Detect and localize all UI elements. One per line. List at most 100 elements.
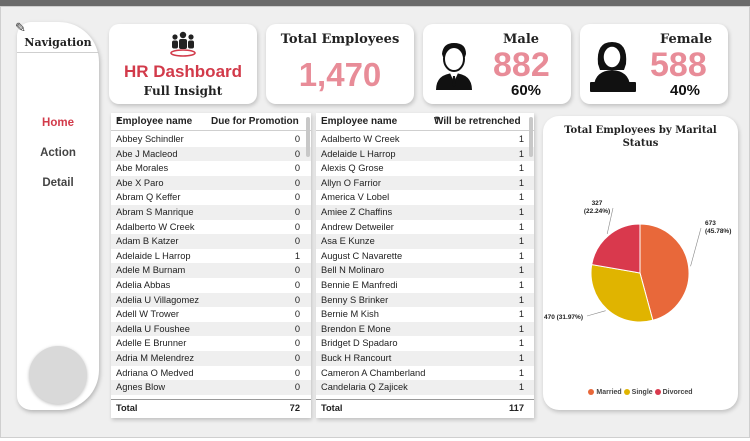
table-row[interactable]: Adalberto W Creek 1 [316, 132, 534, 147]
marital-status-pie-chart: 673 (45.78%) 470 (31.97%) 327 (22.24%) [544, 200, 731, 323]
cell-value: 1 [518, 338, 524, 349]
cell-value: 1 [518, 382, 524, 393]
table-row[interactable]: Abe X Paro 0 [111, 175, 311, 191]
cell-value: 1 [518, 265, 524, 276]
table-row[interactable]: Bennie E Manfredi 1 [316, 278, 534, 293]
table-row[interactable]: Adelia Abbas 0 [111, 278, 311, 293]
male-avatar-icon [436, 43, 472, 90]
cell-employee-name: Adria M Melendrez [116, 352, 195, 363]
cell-employee-name: Abram S Manrique [116, 206, 194, 217]
table-row[interactable]: Adele M Burnam 0 [111, 263, 311, 278]
navigation-title: Navigation [24, 36, 92, 49]
cell-employee-name: Alexis Q Grose [321, 163, 384, 174]
nav-item-home[interactable]: Home [42, 117, 74, 129]
brand-title: HR Dashboard [123, 62, 243, 81]
legend-dot-married [588, 389, 595, 395]
brand-subtitle: Full Insight [143, 84, 223, 98]
cell-value: 0 [294, 382, 300, 393]
cell-employee-name: Adam B Katzer [116, 236, 179, 247]
table-row[interactable]: Adam B Katzer 0 [111, 234, 311, 249]
table-row[interactable]: Adriana O Medved 0 [111, 366, 311, 381]
cell-value: 0 [294, 134, 300, 144]
cell-employee-name: Abe J Macleod [116, 148, 178, 159]
table-row[interactable]: Abram Q Keffer 0 [111, 190, 311, 205]
table-row[interactable]: Buck H Rancourt 1 [316, 350, 534, 366]
table-row[interactable]: Bell N Molinaro 1 [316, 263, 534, 278]
promotion-col-due[interactable]: Due for Promotion [211, 116, 299, 127]
table-row[interactable]: Abram S Manrique 0 [111, 204, 311, 220]
brand-card: HR Dashboard Full Insight [109, 24, 257, 104]
pie-slice-single[interactable] [590, 263, 654, 323]
table-row[interactable]: Andrew Detweiler 1 [316, 220, 534, 235]
pie-slice-divorced[interactable] [591, 223, 641, 274]
table-row[interactable]: Candelaria Q Zajicek 1 [316, 380, 534, 395]
table-row[interactable]: Abbey Schindler 0 [111, 132, 311, 147]
legend-dot-single [623, 389, 630, 395]
female-value: 588 [650, 46, 707, 84]
table-row[interactable]: Amiee Z Chaffins 1 [316, 204, 534, 220]
male-card: Male 882 60% [423, 24, 571, 104]
cell-value: 1 [518, 221, 524, 232]
promotion-table-scrollbar[interactable] [306, 117, 310, 157]
promotion-total-label: Total [116, 403, 138, 413]
table-row[interactable]: America V Lobel 1 [316, 190, 534, 205]
cell-value: 1 [518, 206, 524, 217]
table-row[interactable]: Alexis Q Grose 1 [316, 161, 534, 176]
table-row[interactable]: Abe J Macleod 0 [111, 146, 311, 162]
table-row[interactable]: Adelle E Brunner 0 [111, 336, 311, 351]
retrench-table-scrollbar[interactable] [529, 117, 533, 157]
cell-employee-name: America V Lobel [321, 192, 390, 203]
table-row[interactable]: Bridget D Spadaro 1 [316, 336, 534, 351]
table-row[interactable]: Adella U Foushee 0 [111, 321, 311, 337]
table-row[interactable]: Allyn O Farrior 1 [316, 175, 534, 191]
table-row[interactable]: Asa E Kunze 1 [316, 234, 534, 249]
nav-circle-button[interactable] [29, 346, 87, 404]
table-row[interactable]: Adell W Trower 0 [111, 307, 311, 322]
chart-legend: Married Single Divorced [543, 389, 738, 396]
table-row[interactable]: Agnes Blow 0 [111, 380, 311, 395]
table-row[interactable]: Adelaide L Harrop 1 [111, 249, 311, 264]
table-row[interactable]: Adelia U Villagomez 0 [111, 292, 311, 308]
cell-employee-name: Brendon E Mone [321, 323, 391, 334]
retrench-table-header: Employee name Will be retrenched ▼ [316, 113, 534, 131]
cell-employee-name: Benny S Brinker [321, 294, 389, 305]
cell-employee-name: Adriana O Medved [116, 367, 194, 378]
sort-asc-icon: ▲ [116, 116, 122, 122]
table-row[interactable]: Adria M Melendrez 0 [111, 350, 311, 366]
promotion-col-name[interactable]: Employee name [116, 116, 193, 127]
table-row[interactable]: Adalberto W Creek 0 [111, 220, 311, 235]
cell-employee-name: Bennie E Manfredi [321, 279, 398, 290]
cell-value: 1 [518, 294, 524, 305]
nav-item-action[interactable]: Action [40, 147, 76, 159]
cell-employee-name: Abbey Schindler [116, 134, 184, 144]
leader-line-divorced [606, 207, 614, 235]
legend-item-single[interactable]: Single [623, 389, 653, 396]
table-row[interactable]: Adelaide L Harrop 1 [316, 146, 534, 162]
cell-employee-name: August C Navarette [321, 250, 403, 261]
retrench-col-name[interactable]: Employee name [321, 116, 398, 127]
table-row[interactable]: Benny S Brinker 1 [316, 292, 534, 308]
table-row[interactable]: Brendon E Mone 1 [316, 321, 534, 337]
cell-value: 0 [294, 206, 300, 217]
cell-value: 0 [294, 265, 300, 276]
retrench-total-label: Total [321, 403, 343, 413]
cell-value: 1 [518, 134, 524, 144]
cell-value: 1 [518, 250, 524, 261]
retrench-col-flag[interactable]: Will be retrenched [434, 116, 521, 127]
male-label: Male [503, 32, 540, 47]
table-row[interactable]: Abe Morales 0 [111, 161, 311, 176]
cell-employee-name: Adele M Burnam [116, 265, 186, 276]
table-row[interactable]: August C Navarette 1 [316, 249, 534, 264]
marital-status-chart-card: Total Employees by Marital Status 673 (45… [543, 116, 738, 410]
data-label-married: 673 (45.78%) [705, 220, 731, 235]
nav-item-detail[interactable]: Detail [42, 177, 74, 189]
table-row[interactable]: Bernie M Kish 1 [316, 307, 534, 322]
people-group-icon [170, 31, 196, 57]
table-row[interactable]: Cameron A Chamberland 1 [316, 366, 534, 381]
pie-slice-married[interactable] [639, 223, 690, 321]
cell-value: 0 [294, 221, 300, 232]
pin-icon: ✎ [15, 20, 26, 35]
legend-item-married[interactable]: Married [588, 389, 622, 396]
legend-item-divorced[interactable]: Divorced [654, 389, 693, 396]
leader-line-single [586, 310, 606, 317]
